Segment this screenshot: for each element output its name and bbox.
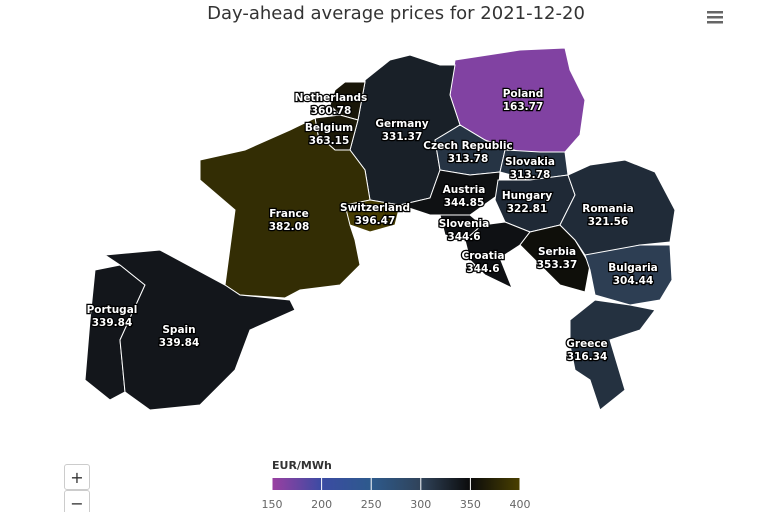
region-value: 360.78: [311, 105, 352, 117]
menu-icon[interactable]: [707, 11, 723, 24]
region-value: 363.15: [309, 135, 350, 147]
region-value: 344.6: [447, 231, 480, 243]
colorbar-tick-label: 150: [262, 498, 283, 511]
region-value: 396.47: [355, 215, 396, 227]
region-value: 344.85: [444, 197, 485, 209]
region-name: Croatia: [462, 250, 505, 262]
region: [584, 244, 673, 306]
region-name: Greece: [566, 338, 607, 350]
region-name: Netherlands: [295, 92, 368, 104]
region: [464, 221, 531, 290]
colorbar-tick-label: 200: [311, 498, 332, 511]
region-name: Poland: [503, 88, 544, 100]
region-value: 353.37: [537, 259, 578, 271]
region-name: Hungary: [502, 190, 553, 202]
region-value: 304.44: [613, 275, 654, 287]
region-name: Austria: [443, 184, 486, 196]
region-name: Slovakia: [505, 156, 555, 168]
region: [344, 199, 401, 233]
region-name: France: [269, 208, 309, 220]
region-value: 322.81: [507, 203, 548, 215]
regions: [84, 47, 676, 411]
region-value: 339.84: [92, 317, 133, 329]
region-name: Switzerland: [340, 202, 410, 214]
colorbar-tick-label: 250: [361, 498, 382, 511]
region-name: Belgium: [305, 122, 353, 134]
region-name: Portugal: [87, 304, 138, 316]
region-name: Czech Republic: [423, 140, 512, 152]
region-value: 344.6: [466, 263, 499, 275]
region-value: 313.78: [510, 169, 551, 181]
region-name: Serbia: [538, 246, 576, 258]
region-value: 321.56: [588, 216, 629, 228]
region: [103, 249, 296, 411]
zoom-out[interactable]: −: [64, 490, 90, 512]
region-name: Spain: [162, 324, 195, 336]
region-name: Bulgaria: [608, 262, 658, 274]
colorbar-tick-label: 400: [510, 498, 531, 511]
zoom-in[interactable]: +: [64, 464, 90, 490]
region-name: Romania: [582, 203, 634, 215]
region-value: 339.84: [159, 337, 200, 349]
region-value: 316.34: [567, 351, 608, 363]
colorbar-title: EUR/MWh: [272, 459, 332, 472]
region-value: 331.37: [382, 131, 423, 143]
region-value: 382.08: [269, 221, 310, 233]
colorbar-tick-label: 300: [410, 498, 431, 511]
map-title: Day-ahead average prices for 2021-12-20: [207, 3, 585, 24]
region-value: 163.77: [503, 101, 544, 113]
colorbar-tick-label: 350: [460, 498, 481, 511]
region-name: Slovenia: [439, 218, 490, 230]
region: [569, 299, 656, 411]
region-name: Germany: [375, 118, 428, 130]
colorbar: [272, 478, 520, 490]
region-value: 313.78: [448, 153, 489, 165]
